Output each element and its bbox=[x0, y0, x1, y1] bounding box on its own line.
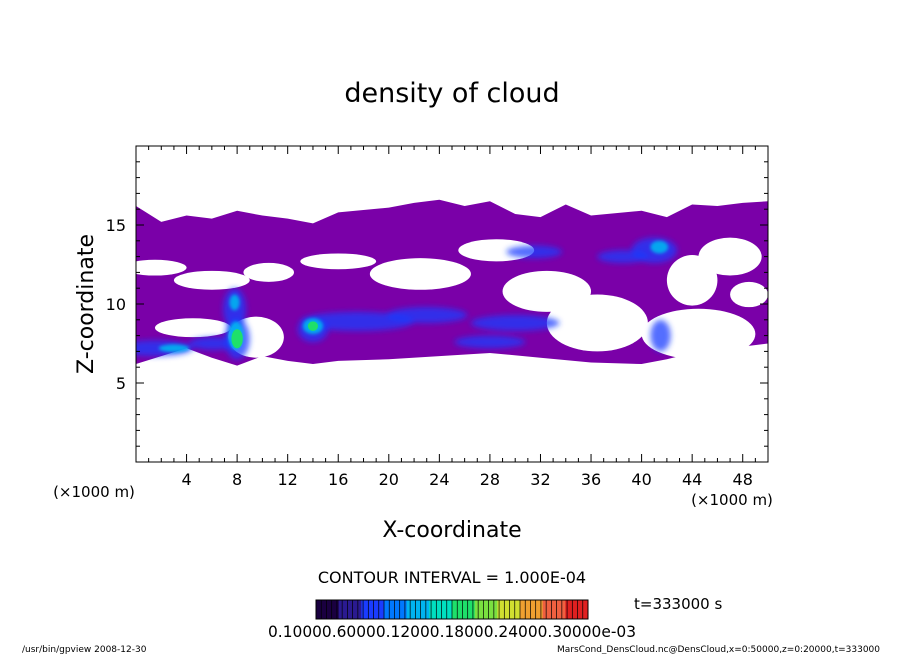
dense-core bbox=[650, 319, 671, 352]
x-tick-label: 36 bbox=[581, 470, 601, 489]
y-tick-label: 10 bbox=[106, 295, 126, 314]
x-unit-label: (×1000 m) bbox=[691, 491, 773, 509]
colorbar-segment bbox=[520, 600, 544, 619]
denser-core bbox=[650, 240, 669, 254]
clear-sky-gap bbox=[698, 237, 762, 276]
x-tick-label: 40 bbox=[631, 470, 651, 489]
colorbar-segment bbox=[384, 600, 408, 619]
y-tick-labels: 5 10 15 bbox=[106, 216, 126, 393]
clear-sky-gap bbox=[243, 262, 294, 282]
x-tick-label: 12 bbox=[278, 470, 298, 489]
footer-right: MarsCond_DensCloud.nc@DensCloud,x=0:5000… bbox=[557, 645, 880, 654]
dense-core bbox=[454, 335, 526, 349]
colorbar-segment bbox=[361, 600, 385, 619]
y-axis-label: Z-coordinate bbox=[74, 234, 99, 374]
x-tick-label: 44 bbox=[682, 470, 702, 489]
colorbar-segment bbox=[565, 600, 589, 619]
clear-sky-gap bbox=[730, 281, 768, 308]
clear-sky-gap bbox=[136, 259, 187, 276]
x-tick-label: 8 bbox=[232, 470, 242, 489]
colorbar-segment bbox=[452, 600, 476, 619]
colorbar-segment bbox=[338, 600, 362, 619]
dense-core bbox=[300, 311, 415, 331]
dense-core bbox=[386, 307, 468, 323]
colorbar-frame bbox=[315, 599, 589, 620]
colorbar-segment bbox=[406, 600, 430, 619]
x-tick-label: 32 bbox=[530, 470, 550, 489]
cloud-field bbox=[136, 199, 768, 366]
colorbar-tick-labels: 0.10000.60000.12000.18000.24000.30000e-0… bbox=[268, 622, 636, 641]
clear-sky-gap bbox=[300, 253, 377, 270]
denser-core bbox=[229, 294, 240, 311]
x-tick-label: 16 bbox=[328, 470, 348, 489]
footer-left: /usr/bin/gpview 2008-12-30 bbox=[22, 645, 147, 654]
peak-core bbox=[231, 329, 243, 349]
time-label: t=333000 s bbox=[634, 595, 722, 613]
y-tick-label: 15 bbox=[106, 216, 126, 235]
colorbar-segment bbox=[429, 600, 453, 619]
denser-core bbox=[158, 344, 190, 353]
colorbar-segment bbox=[497, 600, 521, 619]
peak-density-cores bbox=[231, 321, 319, 349]
x-tick-label: 48 bbox=[733, 470, 753, 489]
colorbar-segment bbox=[542, 600, 566, 619]
x-tick-labels: 4 8 12 16 20 24 28 32 36 40 44 48 bbox=[181, 470, 752, 489]
dense-core bbox=[506, 245, 562, 259]
contour-interval-label: CONTOUR INTERVAL = 1.000E-04 bbox=[318, 568, 586, 587]
x-tick-label: 24 bbox=[429, 470, 449, 489]
x-tick-label: 4 bbox=[181, 470, 191, 489]
peak-core bbox=[307, 321, 319, 331]
dense-core bbox=[597, 250, 648, 263]
x-axis-label: X-coordinate bbox=[382, 518, 521, 543]
colorbar bbox=[315, 600, 589, 619]
colorbar-segment bbox=[474, 600, 498, 619]
clear-sky-gap bbox=[641, 308, 756, 360]
chart-title: density of cloud bbox=[344, 78, 559, 109]
colorbar-segment bbox=[316, 600, 340, 619]
z-unit-label: (×1000 m) bbox=[53, 483, 135, 501]
axis-ticks bbox=[135, 145, 769, 463]
y-tick-label: 5 bbox=[116, 374, 126, 393]
dense-core bbox=[470, 315, 560, 331]
clear-sky-gap bbox=[546, 294, 648, 352]
clear-sky-gaps bbox=[136, 237, 768, 360]
clear-sky-gap bbox=[154, 318, 231, 338]
clear-sky-gap bbox=[369, 258, 471, 290]
x-tick-label: 28 bbox=[480, 470, 500, 489]
x-tick-label: 20 bbox=[379, 470, 399, 489]
clear-sky-gap bbox=[173, 270, 250, 290]
